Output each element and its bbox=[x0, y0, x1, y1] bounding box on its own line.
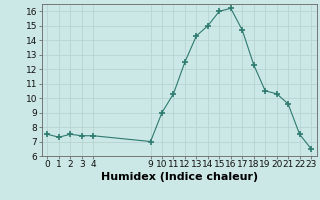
X-axis label: Humidex (Indice chaleur): Humidex (Indice chaleur) bbox=[100, 172, 258, 182]
